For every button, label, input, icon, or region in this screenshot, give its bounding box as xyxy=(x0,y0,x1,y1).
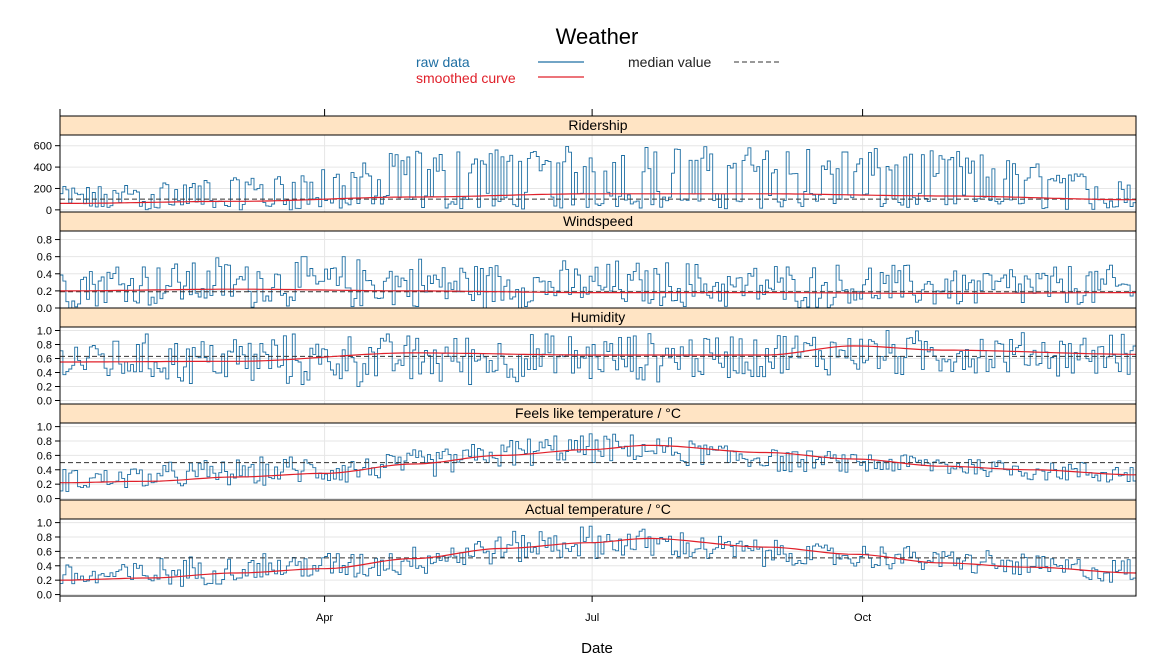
legend-median-label: median value xyxy=(628,54,711,70)
legend-raw-label: raw data xyxy=(416,54,470,70)
y-tick-label: 0.6 xyxy=(37,354,52,366)
legend: raw data smoothed curve median value xyxy=(416,54,780,86)
smooth-curve-1 xyxy=(60,288,1136,295)
y-tick-label: 0.8 xyxy=(37,235,52,247)
panels: Ridership 0 200 400 600 Windspeed 0.0 0.2 0.4 0.6… xyxy=(34,115,1137,602)
bottom-axis: Apr Jul Oct xyxy=(59,596,871,624)
strip-label-2: Humidity xyxy=(571,309,625,325)
y-tick-label: 1.0 xyxy=(37,326,52,338)
y-tick-label: 0.0 xyxy=(37,590,52,602)
y-tick-label: 0.8 xyxy=(37,436,52,448)
y-tick-label: 600 xyxy=(34,141,52,153)
x-axis-label: Date xyxy=(581,640,613,657)
raw-series-2 xyxy=(60,330,1137,387)
raw-series-0 xyxy=(60,145,1137,211)
y-tick-label: 200 xyxy=(34,183,52,195)
x-tick-label: Jul xyxy=(585,612,599,624)
x-tick-label: Apr xyxy=(316,612,333,624)
y-tick-label: 0.4 xyxy=(37,269,52,281)
y-tick-label: 0.4 xyxy=(37,368,52,380)
chart-title: Weather xyxy=(556,24,639,49)
panel-1: Windspeed 0.0 0.2 0.4 0.6 0.8 xyxy=(37,211,1137,315)
y-tick-label: 0.4 xyxy=(37,465,52,477)
panel-frame-4 xyxy=(59,518,1137,597)
y-tick-label: 0.4 xyxy=(37,561,52,573)
raw-series-3 xyxy=(60,433,1137,492)
smooth-curve-2 xyxy=(60,345,1136,363)
panel-0: Ridership 0 200 400 600 xyxy=(34,115,1137,217)
y-tick-label: 1.0 xyxy=(37,518,52,530)
x-tick-label: Oct xyxy=(854,612,871,624)
strip-label-3: Feels like temperature / °C xyxy=(515,405,681,421)
smooth-curve-3 xyxy=(60,444,1136,484)
y-tick-label: 0.2 xyxy=(37,286,52,298)
y-tick-label: 0 xyxy=(46,205,52,217)
y-tick-label: 400 xyxy=(34,162,52,174)
y-tick-label: 0.0 xyxy=(37,494,52,506)
y-tick-label: 0.0 xyxy=(37,303,52,315)
panel-4: Actual temperature / °C 0.0 0.2 0.4 0.6 0.8 1.… xyxy=(37,499,1137,602)
raw-series-4 xyxy=(60,525,1137,587)
y-tick-label: 0.8 xyxy=(37,340,52,352)
y-tick-label: 0.8 xyxy=(37,532,52,544)
strip-label-4: Actual temperature / °C xyxy=(525,501,671,517)
strip-label-0: Ridership xyxy=(568,117,627,133)
strip-label-1: Windspeed xyxy=(563,213,633,229)
smooth-curve-4 xyxy=(59,537,1137,581)
y-tick-label: 0.0 xyxy=(37,396,52,408)
y-tick-label: 0.6 xyxy=(37,450,52,462)
y-tick-label: 1.0 xyxy=(37,422,52,434)
y-tick-label: 0.2 xyxy=(37,575,52,587)
legend-smooth-label: smoothed curve xyxy=(416,70,516,86)
top-axis xyxy=(59,109,864,116)
panel-3: Feels like temperature / °C 0.0 0.2 0.4 0.6 0… xyxy=(37,403,1137,506)
y-tick-label: 0.6 xyxy=(37,252,52,264)
y-tick-label: 0.2 xyxy=(37,382,52,394)
y-tick-label: 0.2 xyxy=(37,479,52,491)
panel-2: Humidity 0.0 0.2 0.4 0.6 0.8 1.0 xyxy=(37,307,1137,408)
raw-series-1 xyxy=(60,256,1137,309)
smooth-curve-0 xyxy=(60,193,1136,204)
y-tick-label: 0.6 xyxy=(37,546,52,558)
